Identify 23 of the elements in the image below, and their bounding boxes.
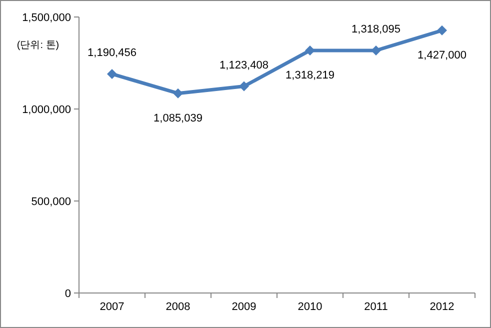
point bbox=[371, 45, 381, 56]
point bbox=[173, 88, 183, 98]
point bbox=[305, 45, 315, 56]
data-label: 1,123,408 bbox=[220, 59, 268, 72]
point bbox=[437, 25, 447, 36]
x-tick-label: 2011 bbox=[364, 301, 388, 313]
point bbox=[239, 81, 249, 92]
x-tick-label: 2009 bbox=[232, 301, 256, 313]
data-label: 1,085,039 bbox=[154, 112, 202, 124]
y-tick-label: 1,500,000 bbox=[22, 12, 71, 24]
data-label: 1,190,456 bbox=[88, 46, 136, 59]
y-tick-label: 500,000 bbox=[31, 196, 71, 208]
text: (단위: 톤) bbox=[16, 40, 60, 51]
x-tick-label: 2010 bbox=[298, 301, 322, 313]
y-tick-label: 1,000,000 bbox=[22, 104, 71, 116]
data-label: 1,318,219 bbox=[286, 69, 334, 82]
x-tick-label: 2007 bbox=[100, 301, 124, 313]
y-tick-label: 0 bbox=[64, 288, 71, 300]
x-tick-label: 2008 bbox=[166, 301, 190, 313]
data-label: 1,427,000 bbox=[418, 49, 466, 62]
data-label: 1,318,095 bbox=[352, 23, 400, 36]
point bbox=[107, 68, 117, 79]
x-tick-label: 2012 bbox=[430, 301, 454, 313]
